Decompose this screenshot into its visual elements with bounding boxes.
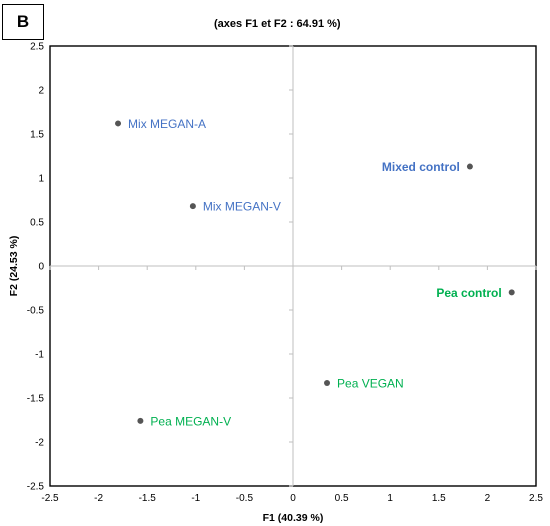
x-tick-label: -2.5 (41, 493, 59, 504)
x-tick-label: 0.5 (335, 493, 349, 504)
data-point-label: Mix MEGAN-V (203, 200, 281, 214)
y-tick-label: -0.5 (27, 306, 45, 317)
data-point-label: Mix MEGAN-A (128, 117, 206, 131)
x-tick-label: 0 (290, 493, 296, 504)
data-point-label: Mixed control (382, 160, 460, 174)
x-tick-label: -1 (191, 493, 200, 504)
y-tick-label: 2 (38, 86, 44, 97)
x-tick-label: 2 (485, 493, 491, 504)
x-axis-label: F1 (40.39 %) (263, 512, 324, 524)
x-tick-label: -2 (94, 493, 103, 504)
panel-label: B (2, 4, 44, 40)
zero-axes (49, 45, 537, 487)
data-point (508, 289, 515, 296)
y-tick-label: 0.5 (30, 218, 44, 229)
data-point-label: Pea VEGAN (337, 377, 404, 391)
data-point (189, 203, 196, 210)
y-tick-label: 1.5 (30, 130, 44, 141)
data-point (137, 417, 144, 424)
x-tick-label: -1.5 (139, 493, 157, 504)
y-tick-label: 2.5 (30, 42, 44, 53)
data-point-label: Pea control (436, 286, 501, 300)
tick-labels: -2.5 -2 -1.5 -1 -0.5 0 0.5 1 1.5 2 2.5 2.5 2 1.5 1 0.5 0… (27, 42, 544, 505)
y-tick-label: -2 (35, 438, 44, 449)
chart-title: (axes F1 et F2 : 64.91 %) (214, 18, 341, 30)
y-tick-label: -2.5 (27, 482, 45, 493)
x-tick-label: 1.5 (432, 493, 446, 504)
data-point-label: Pea MEGAN-V (150, 414, 231, 428)
y-axis-label: F2 (24.53 %) (8, 236, 20, 297)
data-points: Mix MEGAN-A Mix MEGAN-V Mixed control Pea c… (115, 117, 515, 428)
x-tick-label: 1 (387, 493, 393, 504)
y-tick-label: 1 (38, 174, 44, 185)
y-tick-label: -1 (35, 350, 44, 361)
data-point (115, 120, 122, 127)
data-point (466, 163, 473, 170)
y-tick-label: 0 (38, 262, 44, 273)
y-tick-label: -1.5 (27, 394, 45, 405)
x-tick-label: 2.5 (529, 493, 543, 504)
x-tick-label: -0.5 (236, 493, 254, 504)
data-point (324, 380, 331, 387)
